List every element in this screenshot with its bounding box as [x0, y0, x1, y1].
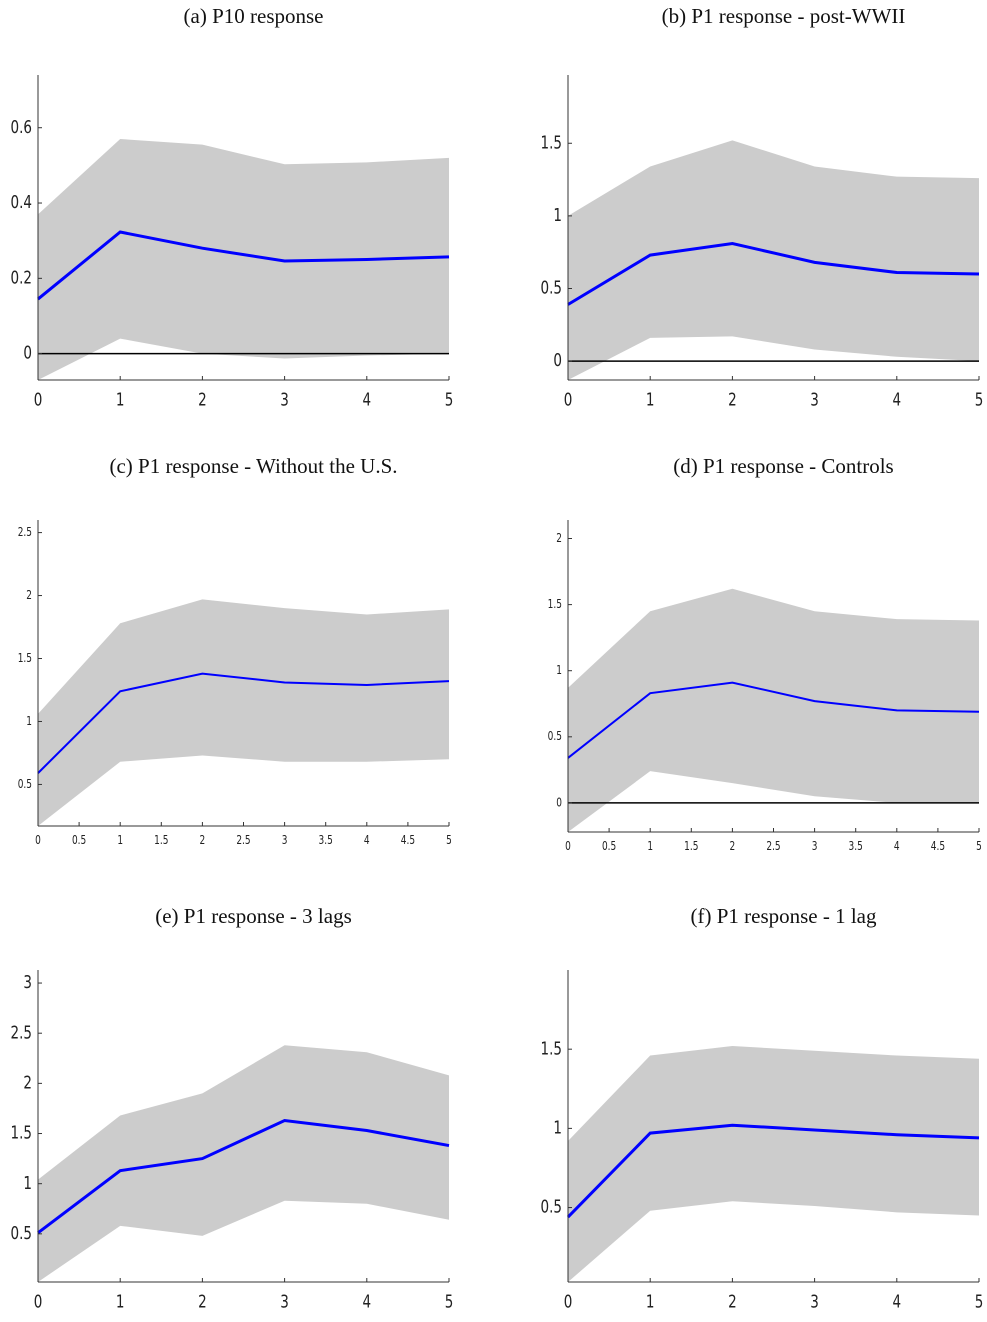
response-line [37, 1118, 450, 1235]
confidence-band [38, 139, 449, 380]
y-tick-label: 0.5 [541, 277, 562, 298]
x-tick-label: 2.5 [766, 840, 780, 854]
x-tick-label: 3 [810, 388, 819, 409]
x-tick-label: 3 [280, 1290, 289, 1311]
x-tick-label: 0 [564, 1290, 573, 1311]
panel-title: (e) P1 response - 3 lags [155, 904, 352, 928]
x-tick-label: 3 [810, 1290, 819, 1311]
y-tick-label: 3 [23, 971, 32, 992]
x-tick-label: 1 [646, 388, 655, 409]
x-tick-label: 2 [728, 388, 737, 409]
x-tick-label: 4 [363, 388, 372, 409]
x-tick-label: 1.5 [154, 834, 168, 848]
panel-title: (c) P1 response - Without the U.S. [109, 454, 397, 478]
x-tick-label: 2 [198, 1290, 207, 1311]
x-tick-label: 4 [894, 840, 900, 854]
x-tick-label: 1 [117, 834, 123, 848]
confidence-band [568, 588, 979, 832]
panel-title: (a) P10 response [184, 4, 324, 28]
response-line [37, 230, 450, 301]
y-tick-label: 2.5 [11, 1021, 32, 1042]
x-tick-label: 0 [35, 834, 41, 848]
y-tick-label: 0.4 [11, 191, 32, 212]
x-tick-label: 0.5 [602, 840, 616, 854]
x-tick-label: 4.5 [401, 834, 415, 848]
y-tick-label: 0 [23, 342, 32, 363]
x-tick-label: 5 [445, 1290, 454, 1311]
x-tick-label: 0 [34, 388, 43, 409]
y-tick-label: 1 [26, 715, 32, 729]
y-tick-label: 0.6 [11, 116, 32, 137]
y-tick-label: 1.5 [11, 1122, 32, 1143]
x-tick-label: 2 [728, 1290, 737, 1311]
x-tick-label: 3 [282, 834, 288, 848]
response-line [566, 1123, 980, 1219]
x-tick-label: 5 [975, 388, 984, 409]
confidence-band [38, 1045, 449, 1282]
x-tick-label: 5 [446, 834, 452, 848]
x-tick-label: 1 [647, 840, 653, 854]
x-tick-label: 2 [200, 834, 206, 848]
confidence-band [38, 599, 449, 826]
y-tick-label: 1.5 [541, 131, 562, 152]
x-tick-label: 4 [893, 388, 902, 409]
y-tick-label: 2 [23, 1071, 32, 1092]
y-tick-label: 2 [26, 589, 32, 603]
x-tick-label: 4 [363, 1290, 372, 1311]
confidence-band [568, 140, 979, 380]
y-tick-label: 2 [556, 532, 562, 546]
x-tick-label: 4 [364, 834, 370, 848]
x-tick-label: 1 [116, 388, 125, 409]
x-tick-label: 0 [34, 1290, 43, 1311]
x-tick-label: 0 [564, 388, 573, 409]
y-tick-label: 1.5 [548, 598, 562, 612]
y-tick-label: 2.5 [18, 526, 32, 540]
x-tick-label: 5 [976, 840, 982, 854]
y-tick-label: 0.5 [548, 730, 562, 744]
y-tick-label: 0 [556, 796, 562, 810]
y-tick-label: 1.5 [541, 1037, 562, 1058]
x-tick-label: 0 [565, 840, 571, 854]
y-tick-label: 1 [553, 204, 562, 225]
y-tick-label: 0.5 [11, 1222, 32, 1243]
x-tick-label: 1 [116, 1290, 125, 1311]
x-tick-label: 2 [730, 840, 736, 854]
x-tick-label: 1.5 [684, 840, 698, 854]
y-tick-label: 0.5 [18, 778, 32, 792]
x-tick-label: 4.5 [931, 840, 945, 854]
panel-title: (d) P1 response - Controls [673, 454, 893, 478]
x-tick-label: 2.5 [236, 834, 250, 848]
y-tick-label: 0.2 [11, 266, 32, 287]
y-tick-label: 0.5 [541, 1196, 562, 1217]
y-tick-label: 1 [553, 1116, 562, 1137]
x-tick-label: 5 [975, 1290, 984, 1311]
y-tick-label: 0 [553, 349, 562, 370]
x-tick-label: 4 [893, 1290, 902, 1311]
x-tick-label: 5 [445, 388, 454, 409]
x-tick-label: 3 [812, 840, 818, 854]
response-line [37, 672, 450, 774]
x-tick-label: 3.5 [849, 840, 863, 854]
x-tick-label: 1 [646, 1290, 655, 1311]
response-line [567, 681, 980, 759]
panel-title: (f) P1 response - 1 lag [690, 904, 877, 928]
x-tick-label: 2 [198, 388, 207, 409]
x-tick-label: 0.5 [72, 834, 86, 848]
y-tick-label: 1 [556, 664, 562, 678]
x-tick-label: 3 [280, 388, 289, 409]
response-line [567, 241, 980, 306]
panel-title: (b) P1 response - post-WWII [662, 4, 906, 28]
y-tick-label: 1.5 [18, 652, 32, 666]
x-tick-label: 3.5 [319, 834, 333, 848]
y-tick-label: 1 [23, 1172, 32, 1193]
confidence-band [568, 1046, 979, 1282]
